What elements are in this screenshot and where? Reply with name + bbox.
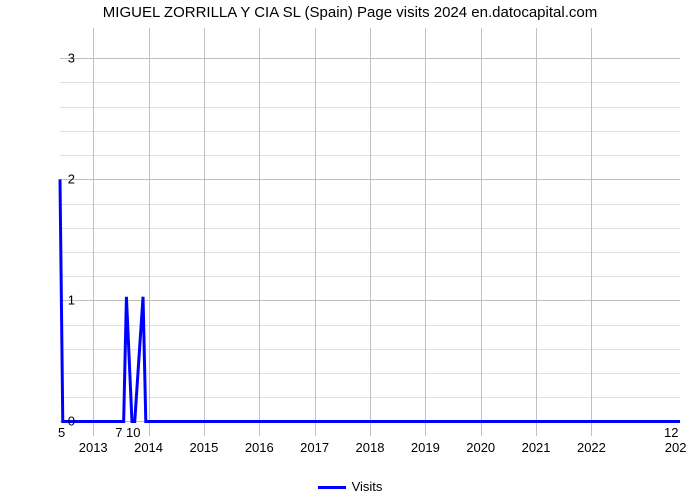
x-tick-label: 2018 [356,440,385,455]
x-tick-label: 2017 [300,440,329,455]
series-line [60,28,680,436]
y-tick-label: 3 [68,51,75,66]
x-tick-label: 2016 [245,440,274,455]
x-tick-label: 2013 [79,440,108,455]
x-tick-label-edge: 202 [665,440,687,455]
corner-label-bottom-right: 12 [664,425,678,440]
y-tick-label: 0 [68,414,75,429]
x-tick-label: 2021 [522,440,551,455]
legend: Visits [0,479,700,494]
x-tick-label: 2020 [466,440,495,455]
x-tick-label: 2019 [411,440,440,455]
corner-label-top-left: 7 10 [115,425,140,440]
legend-label: Visits [352,479,383,494]
y-tick-label: 1 [68,293,75,308]
x-tick-label: 2022 [577,440,606,455]
chart-title: MIGUEL ZORRILLA Y CIA SL (Spain) Page vi… [0,4,700,21]
chart-container: { "chart": { "type": "line", "title": "M… [0,0,700,500]
corner-label-bottom-left: 5 [58,425,65,440]
x-tick-label: 2015 [189,440,218,455]
x-tick-label: 2014 [134,440,163,455]
y-tick-label: 2 [68,172,75,187]
legend-swatch [318,486,346,489]
plot-area [60,28,680,436]
